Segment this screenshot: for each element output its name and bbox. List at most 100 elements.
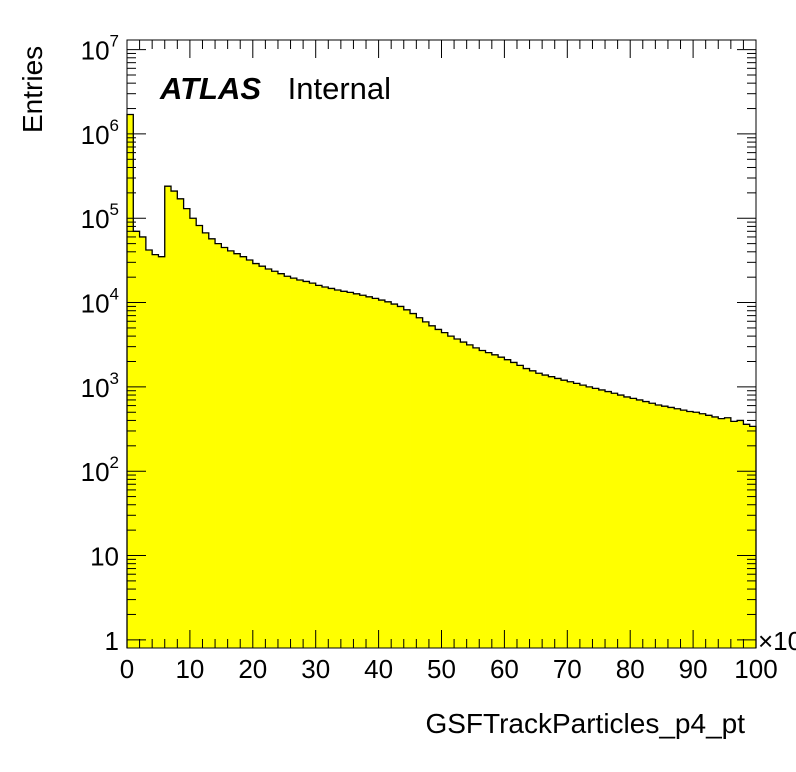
histogram-bin <box>416 317 424 648</box>
histogram-bin <box>737 420 744 648</box>
atlas-label: ATLAS Internal <box>159 71 391 106</box>
histogram-bin <box>447 336 455 648</box>
y-tick-base: 1 <box>105 626 119 656</box>
x-axis-title: GSFTrackParticles_p4_pt <box>425 708 745 739</box>
y-tick-label: 1 <box>105 626 119 656</box>
x-tick-label: 40 <box>364 654 393 684</box>
y-tick-exponent: 6 <box>110 116 119 135</box>
x-tick-label: 60 <box>490 654 519 684</box>
histogram-bin <box>586 386 593 648</box>
histogram-bin <box>680 410 688 648</box>
histogram-fill <box>126 113 757 649</box>
y-tick-label: 104 <box>81 285 119 319</box>
histogram-bin <box>592 388 600 648</box>
histogram-bin <box>649 403 656 648</box>
histogram-bin <box>321 286 329 648</box>
histogram-bin <box>661 406 669 648</box>
histogram-bin <box>573 383 581 648</box>
histogram-bin <box>265 269 273 648</box>
histogram-bin <box>491 354 499 648</box>
histogram-bin <box>674 408 681 648</box>
histogram-bin <box>699 413 707 648</box>
histogram-bin <box>296 280 304 648</box>
histogram-bin <box>177 198 185 648</box>
histogram-bin <box>171 191 178 648</box>
histogram-bin <box>164 186 172 648</box>
histogram-bin <box>397 306 405 648</box>
y-tick-exponent: 3 <box>110 369 119 388</box>
histogram-bin <box>233 253 241 648</box>
histogram-bin <box>246 259 254 648</box>
histogram-bin <box>510 362 518 648</box>
y-tick-label: 10 <box>90 542 119 572</box>
y-tick-base: 10 <box>81 204 110 234</box>
y-tick-base: 10 <box>81 289 110 319</box>
y-tick-label: 103 <box>81 369 119 403</box>
histogram-bin <box>428 325 436 648</box>
plot-frame <box>126 39 757 649</box>
axis-ticks <box>126 40 757 648</box>
histogram-bin <box>303 281 310 648</box>
histogram-bin <box>730 421 738 648</box>
histogram-bin <box>252 263 260 648</box>
histogram-bin <box>359 295 367 648</box>
histogram-bin <box>567 381 574 648</box>
histogram-bin <box>208 238 216 649</box>
x-tick-labels: 0 10 20 30 40 50 60 70 80 90 100 <box>120 654 778 684</box>
y-tick-label: 106 <box>81 116 119 150</box>
histogram-bin <box>221 247 229 648</box>
histogram-bin <box>466 344 474 648</box>
y-tick-base: 10 <box>81 120 110 150</box>
y-tick-label: 107 <box>81 32 119 66</box>
histogram-bin <box>435 329 442 648</box>
x-tick-label: 20 <box>238 654 267 684</box>
x-tick-label: 10 <box>175 654 204 684</box>
histogram-bin <box>498 357 505 648</box>
histogram-bin <box>542 375 549 648</box>
x-tick-label: 30 <box>301 654 330 684</box>
histogram-bin <box>504 359 512 648</box>
histogram-bin <box>277 273 285 648</box>
histogram-bin <box>642 401 650 648</box>
histogram-bin <box>479 350 486 648</box>
y-tick-base: 10 <box>81 36 110 66</box>
histogram-bin <box>158 256 166 648</box>
histogram-bin <box>353 293 361 648</box>
histogram-bin <box>366 296 373 648</box>
histogram-bin <box>227 250 235 649</box>
histogram-bin <box>133 231 140 648</box>
histogram-bin <box>139 236 147 648</box>
histogram-bin <box>271 271 279 648</box>
histogram-bin <box>579 385 587 648</box>
histogram-bin <box>183 208 191 648</box>
y-tick-exponent: 4 <box>110 285 119 304</box>
histogram-bin <box>705 415 713 648</box>
x-tick-label: 100 <box>734 654 777 684</box>
y-tick-exponent: 7 <box>110 32 119 51</box>
histogram-bin <box>529 370 537 648</box>
histogram-bin <box>410 313 417 648</box>
histogram-bin <box>554 378 562 648</box>
y-tick-base: 10 <box>90 542 119 572</box>
histogram-bin <box>240 256 247 648</box>
histogram-bin <box>384 301 392 648</box>
histogram-bin <box>743 424 751 648</box>
histogram-bin <box>535 373 543 648</box>
histogram-bin <box>422 321 430 648</box>
histogram-bin <box>718 418 725 648</box>
atlas-bold-label: ATLAS <box>159 71 261 106</box>
histogram-bin <box>309 283 317 648</box>
histogram-bin <box>127 114 134 649</box>
histogram-outline <box>126 113 757 648</box>
histogram-bin <box>259 266 266 648</box>
histogram-bin <box>667 407 675 648</box>
histogram-bin <box>623 396 631 648</box>
histogram-bin <box>460 342 468 648</box>
histogram-bin <box>693 412 700 648</box>
histogram-bin <box>711 416 719 648</box>
histogram-bin <box>636 399 644 648</box>
y-tick-base: 10 <box>81 457 110 487</box>
x-tick-label: 0 <box>120 654 134 684</box>
